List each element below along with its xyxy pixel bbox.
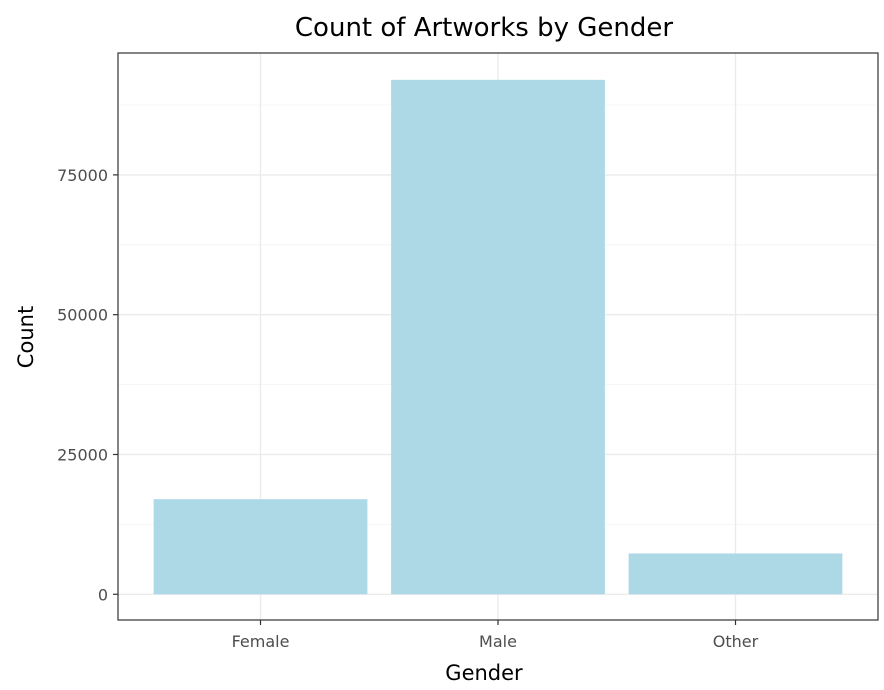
x-axis: Female Male Other [232, 620, 759, 651]
chart-title: Count of Artworks by Gender [295, 13, 673, 43]
x-tick-label: Female [232, 632, 290, 651]
y-tick-label: 0 [98, 585, 108, 604]
x-tick-label: Male [479, 632, 517, 651]
x-axis-title: Gender [445, 661, 523, 685]
bar-other [628, 553, 843, 595]
x-tick-label: Other [713, 632, 759, 651]
y-axis-title: Count [14, 306, 38, 368]
y-tick-label: 75000 [57, 166, 108, 185]
y-axis: 0 25000 50000 75000 [57, 166, 118, 604]
bar-female [153, 499, 368, 595]
y-tick-label: 25000 [57, 445, 108, 464]
bars [153, 79, 843, 595]
bar-male [391, 79, 605, 595]
y-tick-label: 50000 [57, 306, 108, 325]
